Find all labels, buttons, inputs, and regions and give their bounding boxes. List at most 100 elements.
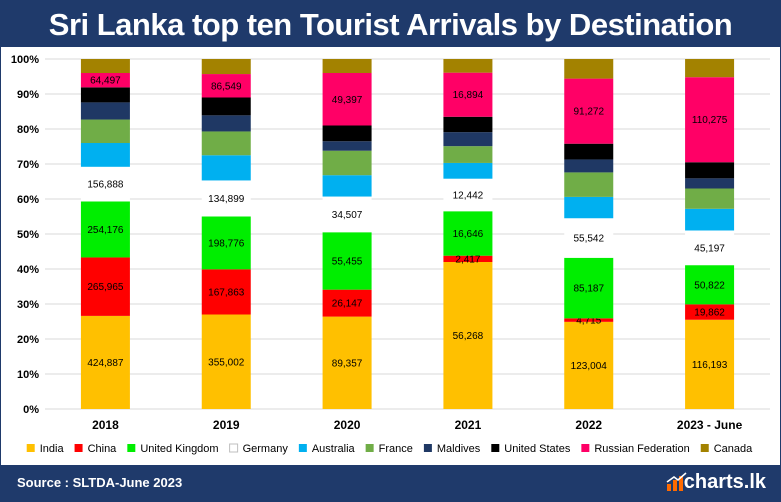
bar-segment <box>685 319 735 409</box>
legend-label: Germany <box>243 443 289 455</box>
bar-segment <box>80 102 130 120</box>
bar-segment <box>322 125 372 142</box>
data-label: 16,894 <box>453 90 484 101</box>
x-tick-label: 2019 <box>213 418 240 432</box>
data-label: 85,187 <box>573 284 604 295</box>
x-tick-label: 2021 <box>455 418 482 432</box>
bar-segment <box>443 255 493 262</box>
bar-segment <box>564 257 614 319</box>
y-tick-label: 50% <box>17 229 39 241</box>
bar-segment <box>201 59 251 75</box>
y-tick-label: 80% <box>17 124 39 136</box>
y-tick-label: 20% <box>17 334 39 346</box>
source-note: Source : SLTDA-June 2023 <box>17 475 183 490</box>
data-label: 110,275 <box>692 115 728 126</box>
data-label: 116,193 <box>692 360 728 371</box>
y-tick-label: 100% <box>11 54 39 66</box>
bar-segment <box>322 141 372 151</box>
y-tick-label: 60% <box>17 194 39 206</box>
bar-segment <box>322 59 372 73</box>
data-label: 91,272 <box>573 107 604 118</box>
bar-segment <box>564 143 614 160</box>
data-label: 156,888 <box>87 180 124 191</box>
bar-segment <box>80 166 130 202</box>
y-tick-label: 70% <box>17 159 39 171</box>
bar-segment <box>201 216 251 270</box>
logo-text: charts.lk <box>683 471 766 493</box>
data-label: 86,549 <box>211 81 242 92</box>
x-tick-label: 2023 - June <box>677 418 743 432</box>
bar-segment <box>443 132 493 147</box>
bar-segment <box>685 178 735 189</box>
bar-segment <box>80 315 130 409</box>
title-bar: Sri Lanka top ten Tourist Arrivals by De… <box>1 1 780 47</box>
footer-bar: Source : SLTDA-June 2023 charts.lk <box>1 465 780 501</box>
y-tick-label: 40% <box>17 264 39 276</box>
legend-swatch <box>229 443 239 453</box>
charts-lk-logo: charts.lk <box>656 470 766 496</box>
data-label: 34,507 <box>332 210 363 221</box>
data-label: 50,822 <box>694 280 725 291</box>
bar-segment <box>80 119 130 143</box>
bar-segment <box>443 178 493 212</box>
legend-label: Maldives <box>437 443 481 455</box>
data-label: 355,002 <box>208 357 245 368</box>
bar-segment <box>685 265 735 305</box>
x-tick-label: 2020 <box>334 418 361 432</box>
bar-segment <box>564 196 614 219</box>
y-tick-label: 0% <box>23 404 39 416</box>
legend-swatch <box>581 444 590 452</box>
data-label: 123,004 <box>571 361 608 372</box>
bar-segment <box>564 159 614 173</box>
bar-segment <box>322 289 372 317</box>
bar-segment <box>80 143 130 167</box>
x-tick-label: 2018 <box>92 418 119 432</box>
bar-segment <box>201 131 251 156</box>
data-label: 55,542 <box>573 234 604 245</box>
data-label: 134,899 <box>208 194 245 205</box>
bar-segment <box>685 77 735 163</box>
legend-swatch <box>298 444 307 452</box>
bar-segment <box>201 115 251 132</box>
bar-segment <box>564 218 614 258</box>
bar-segment <box>322 316 372 409</box>
data-label: 167,863 <box>208 287 245 298</box>
legend-label: United States <box>504 443 571 455</box>
data-label: 16,646 <box>453 229 484 240</box>
legend-swatch <box>365 444 374 452</box>
legend-swatch <box>26 444 35 452</box>
bar-segment <box>322 196 372 233</box>
data-label: 12,442 <box>453 190 484 201</box>
bar-segment <box>201 97 251 116</box>
bar-segment <box>685 59 735 78</box>
bar-segment <box>443 211 493 256</box>
data-label: 49,397 <box>332 95 363 106</box>
bar-segment <box>685 230 735 266</box>
bar-segment <box>564 78 614 144</box>
bar-segment <box>201 180 251 217</box>
legend-swatch <box>127 444 136 452</box>
stacked-bar-chart: 0% 10% 20% 30% 40% 50% 60% 70% 80% 90% 100% 424,887… <box>11 54 770 455</box>
y-tick-label: 30% <box>17 299 39 311</box>
bar-segment <box>80 87 130 103</box>
bar-segment <box>201 155 251 181</box>
bar-segment <box>80 257 130 316</box>
data-label: 4,715 <box>576 316 601 327</box>
bar-segment <box>685 304 735 320</box>
legend-swatch <box>491 444 500 452</box>
bar-segment <box>564 172 614 197</box>
data-label: 265,965 <box>87 282 124 293</box>
bar-segment <box>685 208 735 231</box>
bar-segment <box>80 201 130 258</box>
bar-segment <box>322 73 372 126</box>
data-label: 198,776 <box>208 238 245 249</box>
bar-segment <box>564 321 614 409</box>
bar-segment <box>685 188 735 209</box>
y-tick-label: 90% <box>17 89 39 101</box>
data-label: 19,862 <box>694 308 725 319</box>
legend-label: Australia <box>312 443 356 455</box>
bar-segment <box>322 175 372 197</box>
data-label: 424,887 <box>87 358 124 369</box>
bar-segment <box>443 116 493 133</box>
